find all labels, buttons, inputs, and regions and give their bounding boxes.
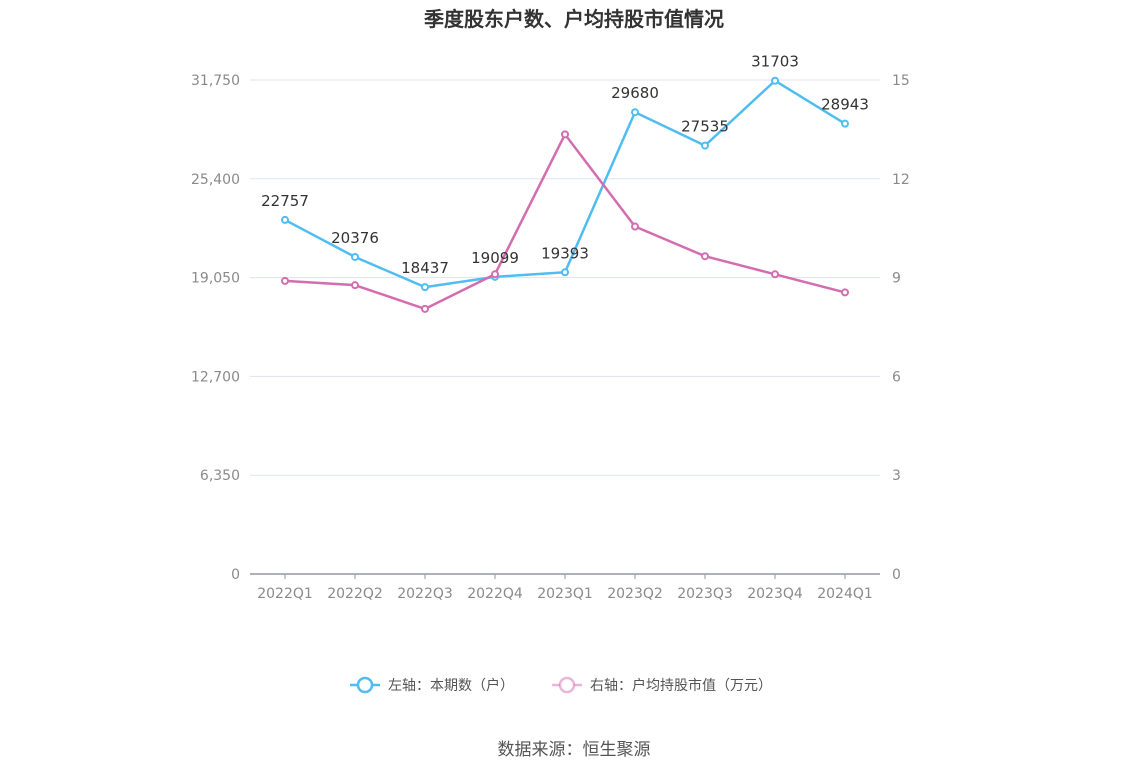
legend[interactable]: 左轴：本期数（户） 右轴：户均持股市值（万元） — [350, 677, 772, 694]
y-left-tick-label: 6,350 — [200, 468, 240, 484]
y-left-tick-label: 31,750 — [191, 73, 240, 89]
data-label: 27535 — [681, 118, 729, 136]
data-point — [352, 282, 358, 288]
y-right-tick-label: 15 — [892, 73, 910, 89]
series-lines — [282, 78, 848, 312]
data-point — [422, 284, 428, 290]
data-point — [562, 269, 568, 275]
data-point — [702, 253, 708, 259]
legend-label-1[interactable]: 左轴：本期数（户） — [388, 677, 514, 694]
data-point — [632, 109, 638, 115]
data-point — [562, 131, 568, 137]
data-point — [492, 271, 498, 277]
x-axis: 2022Q1 2022Q2 2022Q3 2022Q4 2023Q1 2023Q2 2023… — [250, 574, 880, 602]
data-label: 19099 — [471, 249, 519, 267]
y-axis-right: 0 3 6 9 12 15 — [892, 73, 910, 583]
data-point — [772, 271, 778, 277]
y-axis-left: 0 6,350 12,700 19,050 25,400 31,750 — [191, 73, 240, 583]
legend-marker-2 — [560, 678, 574, 692]
x-tick-label: 2022Q1 — [257, 586, 313, 602]
data-point — [632, 224, 638, 230]
x-tick-label: 2023Q3 — [677, 586, 733, 602]
data-point — [422, 306, 428, 312]
y-left-tick-label: 19,050 — [191, 271, 240, 287]
legend-label-2[interactable]: 右轴：户均持股市值（万元） — [590, 677, 772, 694]
y-right-tick-label: 6 — [892, 369, 901, 385]
x-tick-label: 2023Q4 — [747, 586, 803, 602]
data-point — [842, 121, 848, 127]
data-label: 28943 — [821, 96, 869, 114]
y-left-tick-label: 12,700 — [191, 369, 240, 385]
data-point — [282, 217, 288, 223]
y-left-tick-label: 0 — [231, 567, 240, 583]
data-point — [352, 254, 358, 260]
x-tick-label: 2022Q4 — [467, 586, 523, 602]
x-tick-label: 2023Q2 — [607, 586, 663, 602]
x-tick-label: 2023Q1 — [537, 586, 593, 602]
legend-marker-1 — [358, 678, 372, 692]
data-label: 31703 — [751, 53, 799, 71]
data-label: 29680 — [611, 84, 659, 102]
data-point — [842, 289, 848, 295]
x-tick-label: 2022Q3 — [397, 586, 453, 602]
y-right-tick-label: 0 — [892, 567, 901, 583]
data-point — [772, 78, 778, 84]
x-tick-label: 2022Q2 — [327, 586, 383, 602]
data-point — [282, 278, 288, 284]
y-right-tick-label: 12 — [892, 172, 910, 188]
data-label: 20376 — [331, 229, 379, 247]
data-labels: 22757 20376 18437 19099 19393 29680 27535 31703… — [261, 53, 869, 277]
series-line-2 — [285, 134, 845, 309]
source-note: 数据来源：恒生聚源 — [498, 740, 651, 760]
x-tick-label: 2024Q1 — [817, 586, 873, 602]
y-right-tick-label: 9 — [892, 271, 901, 287]
y-left-tick-label: 25,400 — [191, 172, 240, 188]
data-label: 19393 — [541, 244, 589, 262]
data-point — [702, 143, 708, 149]
chart-title: 季度股东户数、户均持股市值情况 — [423, 7, 724, 31]
data-label: 22757 — [261, 192, 309, 210]
y-right-tick-label: 3 — [892, 468, 901, 484]
data-label: 18437 — [401, 259, 449, 277]
